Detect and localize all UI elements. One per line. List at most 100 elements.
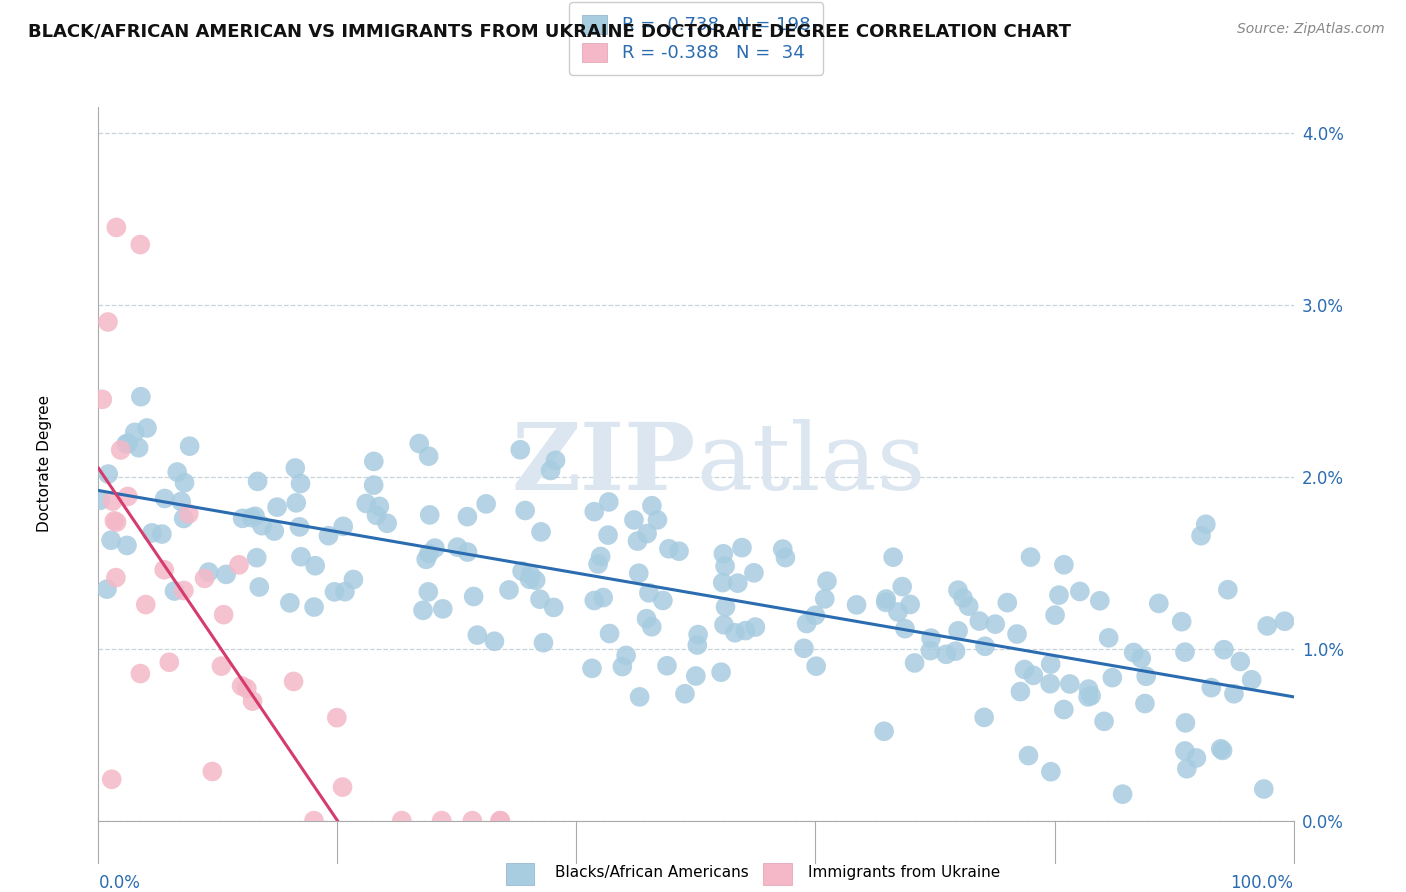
Point <box>714 559 737 574</box>
Point <box>1069 584 1091 599</box>
Point <box>641 620 664 634</box>
Point <box>636 526 658 541</box>
Point <box>1223 687 1246 701</box>
Point <box>1122 645 1144 659</box>
Point <box>129 237 152 252</box>
Point <box>1039 677 1062 691</box>
Point <box>1133 697 1156 711</box>
Point <box>984 617 1007 632</box>
Point <box>465 628 488 642</box>
Point <box>246 550 269 565</box>
Point <box>290 476 312 491</box>
Point <box>173 583 195 598</box>
Point <box>710 665 733 680</box>
Point <box>1010 684 1032 698</box>
Point <box>1216 582 1239 597</box>
Point <box>243 509 266 524</box>
Point <box>1077 690 1099 704</box>
Point <box>89 493 111 508</box>
Point <box>1017 748 1039 763</box>
Point <box>266 500 288 515</box>
Text: 0.0%: 0.0% <box>98 874 141 892</box>
Point <box>463 590 485 604</box>
Point <box>290 549 312 564</box>
Point <box>489 814 512 828</box>
Point <box>623 513 645 527</box>
Point <box>793 641 815 656</box>
Point <box>714 599 737 614</box>
Point <box>141 525 163 540</box>
Point <box>614 648 637 663</box>
Point <box>1174 645 1197 659</box>
Point <box>278 596 301 610</box>
Point <box>1039 657 1062 671</box>
Point <box>509 442 531 457</box>
Point <box>1047 588 1070 602</box>
Point <box>724 625 747 640</box>
Point <box>583 505 606 519</box>
Point <box>284 461 307 475</box>
Point <box>236 681 259 696</box>
Point <box>215 567 238 582</box>
Point <box>498 582 520 597</box>
Point <box>1059 677 1081 691</box>
Point <box>91 392 114 407</box>
Point <box>136 421 159 435</box>
Text: Blacks/African Americans: Blacks/African Americans <box>555 865 749 880</box>
Point <box>117 436 139 450</box>
Point <box>212 607 235 622</box>
Point <box>734 624 756 638</box>
Point <box>891 580 914 594</box>
Point <box>1240 673 1263 687</box>
Point <box>115 437 138 451</box>
Point <box>231 679 253 693</box>
Point <box>1053 702 1076 716</box>
Point <box>1053 558 1076 572</box>
Point <box>533 636 555 650</box>
Point <box>935 648 957 662</box>
Point <box>96 582 118 596</box>
Point <box>815 574 838 589</box>
Point <box>627 566 650 581</box>
Point <box>1092 714 1115 729</box>
Point <box>456 509 478 524</box>
Point <box>368 500 391 514</box>
Point <box>628 690 651 704</box>
Point <box>332 780 354 794</box>
Point <box>173 475 195 490</box>
Point <box>1213 642 1236 657</box>
Point <box>668 544 690 558</box>
Point <box>1130 651 1153 665</box>
Point <box>170 494 193 508</box>
Point <box>742 566 765 580</box>
Point <box>104 571 127 585</box>
Point <box>946 583 969 598</box>
Point <box>898 598 921 612</box>
Point <box>418 546 440 560</box>
Point <box>475 497 498 511</box>
Point <box>326 711 349 725</box>
Point <box>246 475 269 489</box>
Point <box>153 491 176 506</box>
Point <box>201 764 224 779</box>
Point <box>117 490 139 504</box>
Point <box>135 598 157 612</box>
Text: Doctorate Degree: Doctorate Degree <box>37 395 52 533</box>
Point <box>658 541 681 556</box>
Point <box>586 557 609 571</box>
Point <box>887 605 910 619</box>
Point <box>419 508 441 522</box>
Point <box>354 496 377 510</box>
Point <box>283 674 305 689</box>
Point <box>1077 682 1099 697</box>
Point <box>323 585 346 599</box>
Point <box>408 436 430 450</box>
Point <box>103 514 125 528</box>
Point <box>543 600 565 615</box>
Point <box>638 586 661 600</box>
Point <box>115 538 138 552</box>
Point <box>288 520 311 534</box>
Point <box>845 598 868 612</box>
Point <box>1039 764 1062 779</box>
Point <box>519 567 541 582</box>
